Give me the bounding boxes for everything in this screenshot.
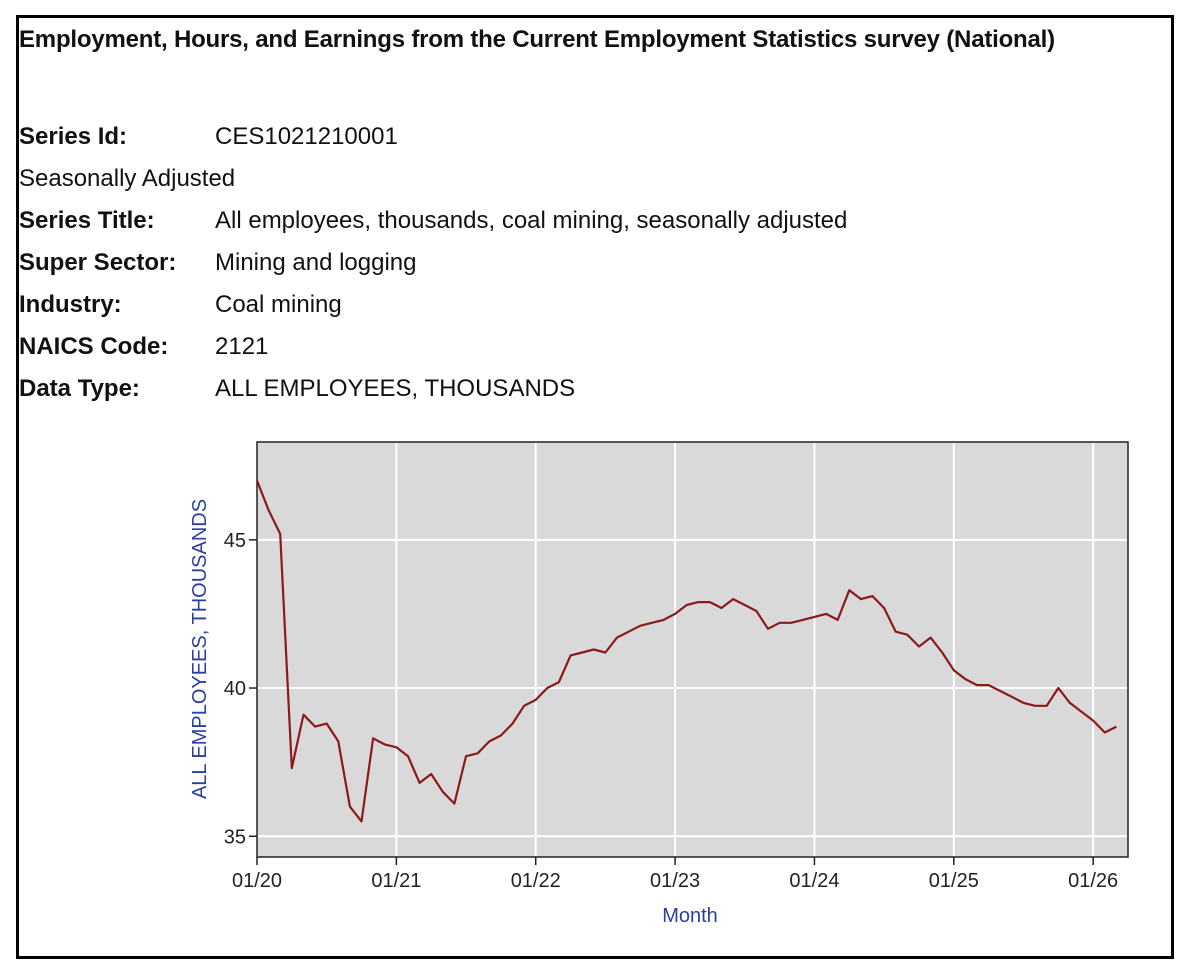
naics-label: NAICS Code:	[19, 333, 169, 360]
data-type-value: ALL EMPLOYEES, THOUSANDS	[215, 375, 576, 402]
series-id-row: Series Id: CES1021210001	[19, 116, 847, 158]
super-sector-label: Super Sector:	[19, 249, 177, 276]
series-title-label: Series Title:	[19, 207, 155, 234]
series-layer	[255, 480, 1117, 823]
data-type-label: Data Type:	[19, 375, 140, 402]
seasonal-adjustment-text: Seasonally Adjusted	[19, 165, 236, 192]
industry-label: Industry:	[19, 291, 122, 318]
naics-value: 2121	[215, 333, 269, 360]
industry-row: Industry: Coal mining	[19, 284, 847, 326]
industry-value: Coal mining	[215, 291, 342, 318]
x-axis-label: Month	[662, 905, 718, 927]
x-tick-label: 01/24	[789, 870, 839, 892]
series-title-value: All employees, thousands, coal mining, s…	[215, 207, 848, 234]
y-axis-label: ALL EMPLOYEES, THOUSANDS	[189, 499, 211, 799]
grid-lines	[258, 443, 1127, 856]
y-tick-label: 35	[224, 826, 246, 848]
x-tick-label: 01/23	[650, 870, 700, 892]
page-title: Employment, Hours, and Earnings from the…	[19, 26, 1055, 53]
super-sector-row: Super Sector: Mining and logging	[19, 242, 847, 284]
super-sector-value: Mining and logging	[215, 249, 417, 276]
seasonal-row: Seasonally Adjusted	[19, 158, 847, 200]
series-metadata: Series Id: CES1021210001 Seasonally Adjus…	[19, 116, 847, 410]
axes: 01/20 01/21 01/22 01/23 01/24 01/25 01/26 35 40 4…	[224, 530, 1118, 892]
series-line	[255, 480, 1117, 823]
x-tick-label: 01/20	[232, 870, 282, 892]
data-type-row: Data Type: ALL EMPLOYEES, THOUSANDS	[19, 368, 847, 410]
series-id-value: CES1021210001	[215, 123, 398, 150]
series-title-row: Series Title: All employees, thousands, c…	[19, 200, 847, 242]
series-id-label: Series Id:	[19, 123, 128, 150]
y-tick-label: 40	[224, 678, 246, 700]
x-tick-label: 01/26	[1068, 870, 1118, 892]
plot-border	[256, 441, 1129, 858]
x-tick-label: 01/22	[511, 870, 561, 892]
x-tick-label: 01/25	[929, 870, 979, 892]
plot-area	[256, 441, 1129, 858]
naics-row: NAICS Code: 2121	[19, 326, 847, 368]
x-tick-label: 01/21	[371, 870, 421, 892]
y-tick-label: 45	[224, 530, 246, 552]
